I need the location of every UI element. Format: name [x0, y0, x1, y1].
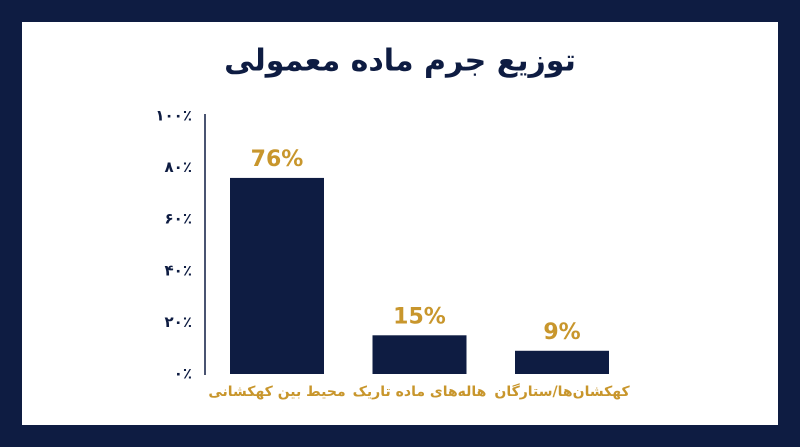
data-label: 9% [543, 320, 580, 345]
bar [230, 177, 324, 374]
bar [372, 335, 467, 374]
x-tick-label: هاله‌های ماده تاریک [353, 384, 487, 400]
y-tick-label: ۰٪ [174, 365, 192, 383]
y-tick-label: ۴۰٪ [165, 261, 192, 279]
y-tick-label: ۱۰۰٪ [155, 107, 192, 125]
y-tick-label: ۲۰٪ [165, 313, 192, 331]
x-tick-label: کهکشان‌ها/ستارگان [494, 383, 630, 400]
y-tick-label: ۶۰٪ [165, 210, 192, 228]
data-label: 76% [251, 147, 304, 172]
chart-title: توزیع جرم ماده معمولی [224, 44, 576, 79]
y-tick-label: ۸۰٪ [165, 158, 192, 176]
x-tick-label: محیط بین کهکشانی [208, 384, 345, 400]
data-label: 15% [393, 304, 446, 329]
bar [515, 350, 609, 374]
